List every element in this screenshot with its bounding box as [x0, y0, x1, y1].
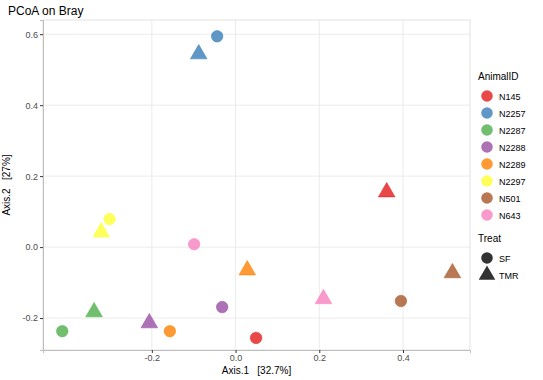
legend-title: Treat	[478, 233, 501, 244]
point	[250, 332, 262, 344]
legend-label: N643	[499, 211, 521, 221]
y-tick-mark	[40, 318, 43, 319]
legend-key	[481, 252, 493, 264]
legend-key	[479, 265, 496, 279]
y-tick-mark	[40, 247, 43, 248]
chart: -0.2 0.0 0.2 0.4 -0.2 0.0 0.2 0.4 0.6 PCoA on Bra…	[0, 0, 543, 380]
point	[378, 182, 395, 196]
point	[86, 302, 103, 316]
legend-key	[481, 209, 493, 221]
plot-background	[43, 20, 470, 350]
x-tick-label: 0.0	[230, 353, 243, 363]
x-tick: 0.0	[230, 350, 243, 363]
legend-label: N145	[499, 92, 521, 102]
y-axis: -0.2 0.0 0.2 0.4 0.6	[22, 21, 43, 351]
y-tick-label: 0.4	[25, 101, 38, 111]
legend: AnimalID N145 N2257 N2287 N2288 N2289 N2297 N50…	[478, 71, 526, 281]
legend-label: N2257	[499, 109, 526, 119]
point	[216, 301, 228, 313]
point	[188, 238, 200, 250]
points	[56, 31, 460, 344]
x-tick: -0.2	[145, 350, 161, 363]
legend-label: N501	[499, 194, 521, 204]
grid-line-x	[235, 20, 236, 350]
grid-line-y	[43, 247, 470, 248]
y-axis-line	[40, 21, 44, 351]
x-tick-label: -0.2	[145, 353, 161, 363]
legend-label: N2289	[499, 160, 526, 170]
grid-line-y	[43, 176, 470, 177]
x-axis-title: Axis.1 [32.7%]	[222, 365, 292, 376]
y-tick-mark	[40, 34, 43, 35]
y-tick: 0.6	[25, 30, 43, 40]
grid-line-x	[151, 20, 152, 350]
y-axis-title: Axis.2 [27%]	[1, 154, 12, 215]
point	[190, 44, 207, 58]
point	[93, 223, 110, 237]
x-tick: 0.4	[397, 350, 410, 363]
legend-label: N2288	[499, 143, 526, 153]
legend-key	[481, 90, 493, 102]
y-tick: -0.2	[22, 313, 43, 323]
y-tick: 0.4	[25, 101, 43, 111]
title: PCoA on Bray	[8, 4, 83, 18]
point	[395, 295, 407, 307]
grid-line-y	[43, 105, 470, 106]
legend-key	[481, 192, 493, 204]
x-tick-label: 0.4	[397, 353, 410, 363]
point	[315, 289, 332, 303]
y-tick-mark	[40, 176, 43, 177]
x-axis: -0.2 0.0 0.2 0.4	[44, 350, 471, 363]
y-tick-mark	[40, 105, 43, 106]
legend-key	[481, 107, 493, 119]
y-tick-label: -0.2	[22, 313, 38, 323]
legend-key	[481, 141, 493, 153]
point	[211, 31, 223, 43]
y-tick-label: 0.2	[25, 172, 38, 182]
plot-frame	[43, 20, 470, 350]
x-tick: 0.2	[314, 350, 327, 363]
legend-key	[481, 158, 493, 170]
legend-label: N2297	[499, 177, 526, 187]
y-tick: 0.2	[25, 172, 43, 182]
legend-title: AnimalID	[478, 71, 519, 82]
point	[444, 263, 461, 277]
grid-line-y	[43, 318, 470, 319]
y-tick-label: 0.6	[25, 30, 38, 40]
y-tick-label: 0.0	[25, 242, 38, 252]
y-tick: 0.0	[25, 242, 43, 252]
legend-label: TMR	[499, 271, 519, 281]
legend-label: SF	[499, 254, 511, 264]
point	[56, 325, 68, 337]
point	[104, 213, 116, 225]
point	[239, 261, 256, 275]
point	[141, 313, 158, 327]
grid	[43, 20, 470, 350]
legend-key	[481, 175, 493, 187]
legend-label: N2287	[499, 126, 526, 136]
point	[164, 325, 176, 337]
x-tick-label: 0.2	[314, 353, 327, 363]
legend-key	[481, 124, 493, 136]
grid-line-y	[43, 34, 470, 35]
